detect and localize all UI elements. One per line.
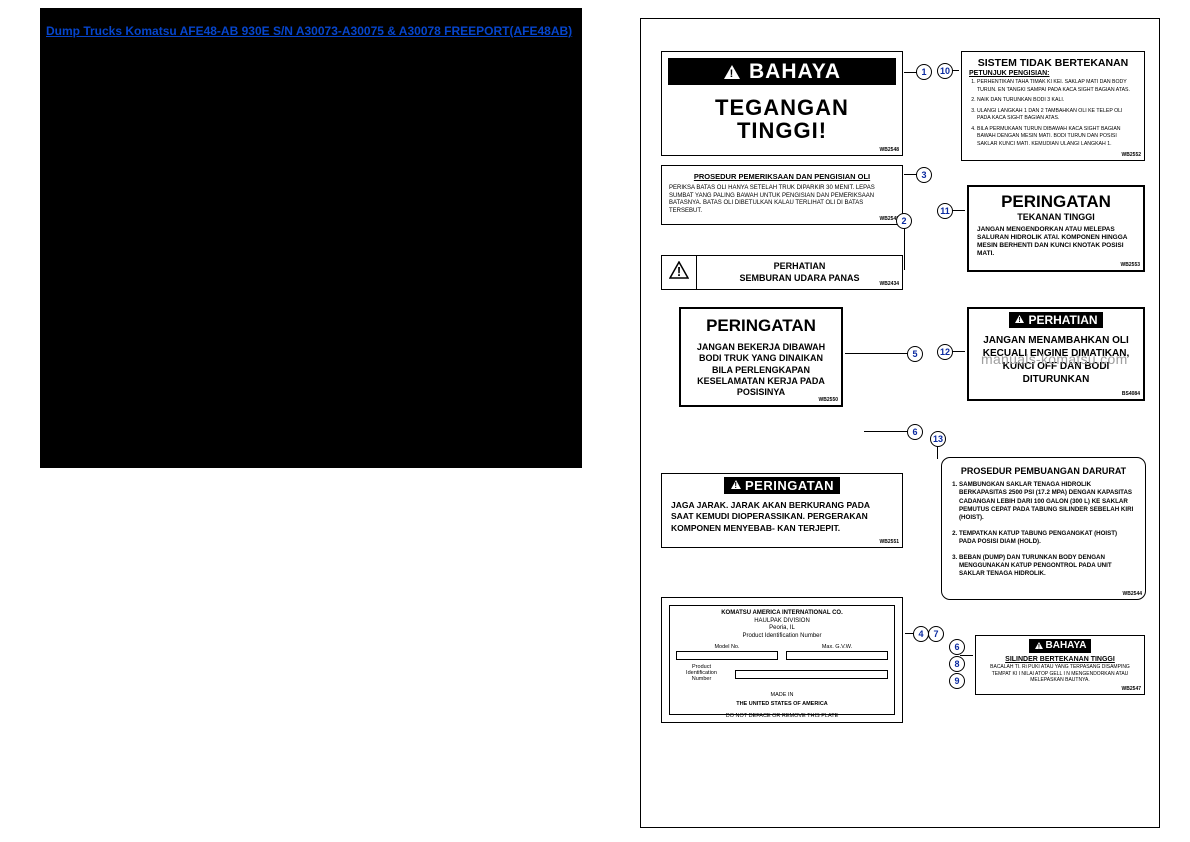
label10-id: WB2552	[1122, 152, 1141, 158]
label3-id: WB2434	[880, 281, 899, 287]
watermark-text: manuals-komatsu.com	[981, 351, 1128, 367]
callout-bubble: 8	[949, 656, 965, 672]
label5-text: JAGA JARAK. JARAK AKAN BERKURANG PADA SA…	[665, 494, 899, 544]
label14-text: BACALAH TI. Ri PUKI ATAU YANG TERPASANG …	[979, 664, 1141, 691]
label-nameplate: KOMATSU AMERICA INTERNATIONAL CO. HAULPA…	[661, 597, 903, 723]
label13-id: WB2544	[1123, 591, 1142, 597]
label11-title: PERINGATAN	[972, 190, 1140, 212]
callout-bubble: 5	[907, 346, 923, 362]
svg-text:!: !	[1037, 644, 1039, 651]
label10-title: SISTEM TIDAK BERTEKANAN	[965, 55, 1141, 70]
warning-triangle-icon: !	[1014, 314, 1025, 326]
np-company: KOMATSU AMERICA INTERNATIONAL CO.	[670, 610, 894, 618]
warning-triangle-icon: !	[1034, 641, 1044, 651]
label3-title: PERHATIAN	[697, 261, 902, 273]
np-city: Peoria, IL	[670, 625, 894, 633]
label-bahaya-tegangan: ! BAHAYA TEGANGAN TINGGI! WB2548	[661, 51, 903, 156]
left-black-panel: Dump Trucks Komatsu AFE48-AB 930E S/N A3…	[40, 8, 582, 468]
np-model-label: Model No.	[676, 644, 778, 650]
label4-text: JANGAN BEKERJA DIBAWAH BODI TRUK YANG DI…	[684, 338, 838, 402]
document-title-link[interactable]: Dump Trucks Komatsu AFE48-AB 930E S/N A3…	[40, 8, 582, 38]
np-prodid-label: Product Identification Number	[676, 664, 727, 682]
callout-bubble: 4	[913, 626, 929, 642]
label14-id: WB2547	[1122, 686, 1141, 692]
label14-title: SILINDER BERTEKANAN TINGGI	[979, 653, 1141, 664]
label5-id: WB2551	[880, 539, 899, 545]
label-sistem-tidak-bertekanan: SISTEM TIDAK BERTEKANAN PETUNJUK PENGISI…	[961, 51, 1145, 161]
callout-bubble: 7	[928, 626, 944, 642]
label1-line1: TEGANGAN	[665, 96, 899, 119]
label13-title: PROSEDUR PEMBUANGAN DARURAT	[945, 461, 1142, 479]
callout-bubble: 3	[916, 167, 932, 183]
label-peringatan-jarak: ! PERINGATAN JAGA JARAK. JARAK AKAN BERK…	[661, 473, 903, 548]
np-made: MADE IN	[670, 691, 894, 700]
warning-triangle-icon: !	[723, 64, 741, 80]
label-perhatian-udara: ! PERHATIAN SEMBURAN UDARA PANAS WB2434	[661, 255, 903, 290]
svg-text:!: !	[734, 481, 737, 490]
label-peringatan-bodi: PERINGATAN JANGAN BEKERJA DIBAWAH BODI T…	[679, 307, 843, 407]
label1-id: WB2548	[880, 147, 899, 153]
label-peringatan-tekanan: PERINGATAN TEKANAN TINGGI JANGAN MENGEND…	[967, 185, 1145, 272]
callout-bubble: 11	[937, 203, 953, 219]
callout-bubble: 12	[937, 344, 953, 360]
np-gvw-label: Max. G.V.W.	[786, 644, 888, 650]
leader-line	[864, 431, 910, 432]
label-bahaya-silinder: ! BAHAYA SILINDER BERTEKANAN TINGGI BACA…	[975, 635, 1145, 695]
callout-bubble: 13	[930, 431, 946, 447]
callout-bubble: 10	[937, 63, 953, 79]
label14-header: BAHAYA	[1046, 641, 1087, 651]
label4-title: PERINGATAN	[684, 312, 838, 338]
label1-header: BAHAYA	[749, 61, 841, 82]
label11-id: WB2553	[1121, 262, 1140, 268]
label3-text: SEMBURAN UDARA PANAS	[697, 273, 902, 285]
label10-list: PERHENTIKAN TAHA TIMAK KI KEI. SAKLAP MA…	[965, 77, 1141, 157]
leader-line	[951, 351, 965, 352]
warning-triangle-icon: !	[662, 256, 697, 289]
callout-bubble: 1	[916, 64, 932, 80]
label11-sub: TEKANAN TINGGI	[972, 212, 1140, 226]
label12-header: PERHATIAN	[1028, 314, 1097, 326]
labels-diagram-panel: ! BAHAYA TEGANGAN TINGGI! WB2548 PROSEDU…	[640, 18, 1160, 828]
label1-line2: TINGGI!	[665, 119, 899, 142]
callout-bubble: 9	[949, 673, 965, 689]
label-prosedur-darurat: PROSEDUR PEMBUANGAN DARURAT SAMBUNGKAN S…	[941, 457, 1146, 600]
label12-id: BS4084	[1122, 391, 1140, 397]
np-usa: THE UNITED STATES OF AMERICA	[670, 700, 894, 709]
np-division: HAULPAK DIVISION	[670, 618, 894, 626]
label2-text: PERIKSA BATAS OLI HANYA SETELAH TRUK DIP…	[665, 183, 899, 221]
label13-list: SAMBUNGKAN SAKLAR TENAGA HIDROLIK BERKAP…	[945, 479, 1142, 596]
svg-text:!: !	[677, 264, 681, 279]
svg-text:!: !	[730, 68, 735, 80]
label2-title: PROSEDUR PEMERIKSAAN DAN PENGISIAN OLI	[665, 169, 899, 183]
label10-sub: PETUNJUK PENGISIAN:	[965, 70, 1141, 77]
label5-header: PERINGATAN	[745, 479, 834, 492]
callout-bubble: 6	[907, 424, 923, 440]
warning-triangle-icon: !	[730, 479, 742, 492]
label-prosedur-oli: PROSEDUR PEMERIKSAAN DAN PENGISIAN OLI P…	[661, 165, 903, 225]
leader-line	[960, 655, 973, 656]
callout-bubble: 6	[949, 639, 965, 655]
svg-text:!: !	[1019, 317, 1021, 324]
leader-line	[845, 353, 910, 354]
label4-id: WB2550	[819, 397, 838, 403]
callout-bubble: 2	[896, 213, 912, 229]
label11-text: JANGAN MENGENDORKAN ATAU MELEPAS SALURAN…	[972, 226, 1140, 267]
np-pin: Product Identification Number	[670, 633, 894, 641]
np-note: DO NOT DEFACE OR REMOVE THIS PLATE	[670, 709, 894, 721]
leader-line	[951, 210, 965, 211]
